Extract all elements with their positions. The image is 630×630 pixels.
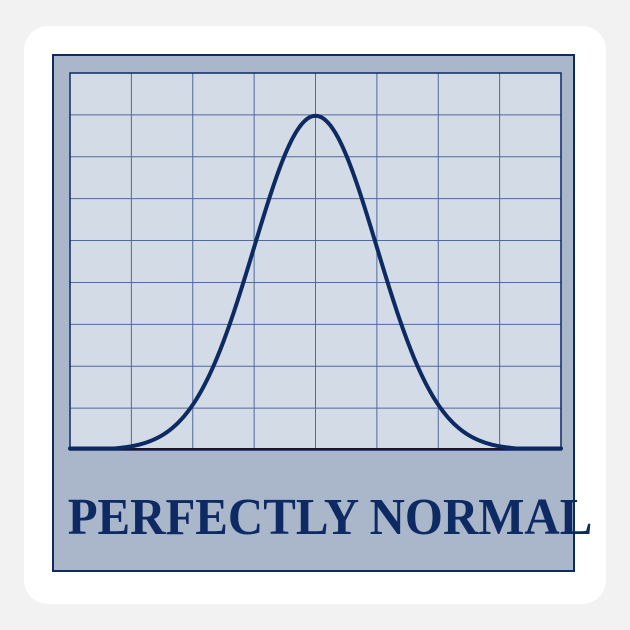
bell-curve-line bbox=[68, 113, 563, 451]
normal-distribution-chart bbox=[68, 72, 563, 451]
caption-text: PERFECTLY NORMAL bbox=[67, 489, 593, 546]
chart-grid bbox=[70, 73, 561, 450]
